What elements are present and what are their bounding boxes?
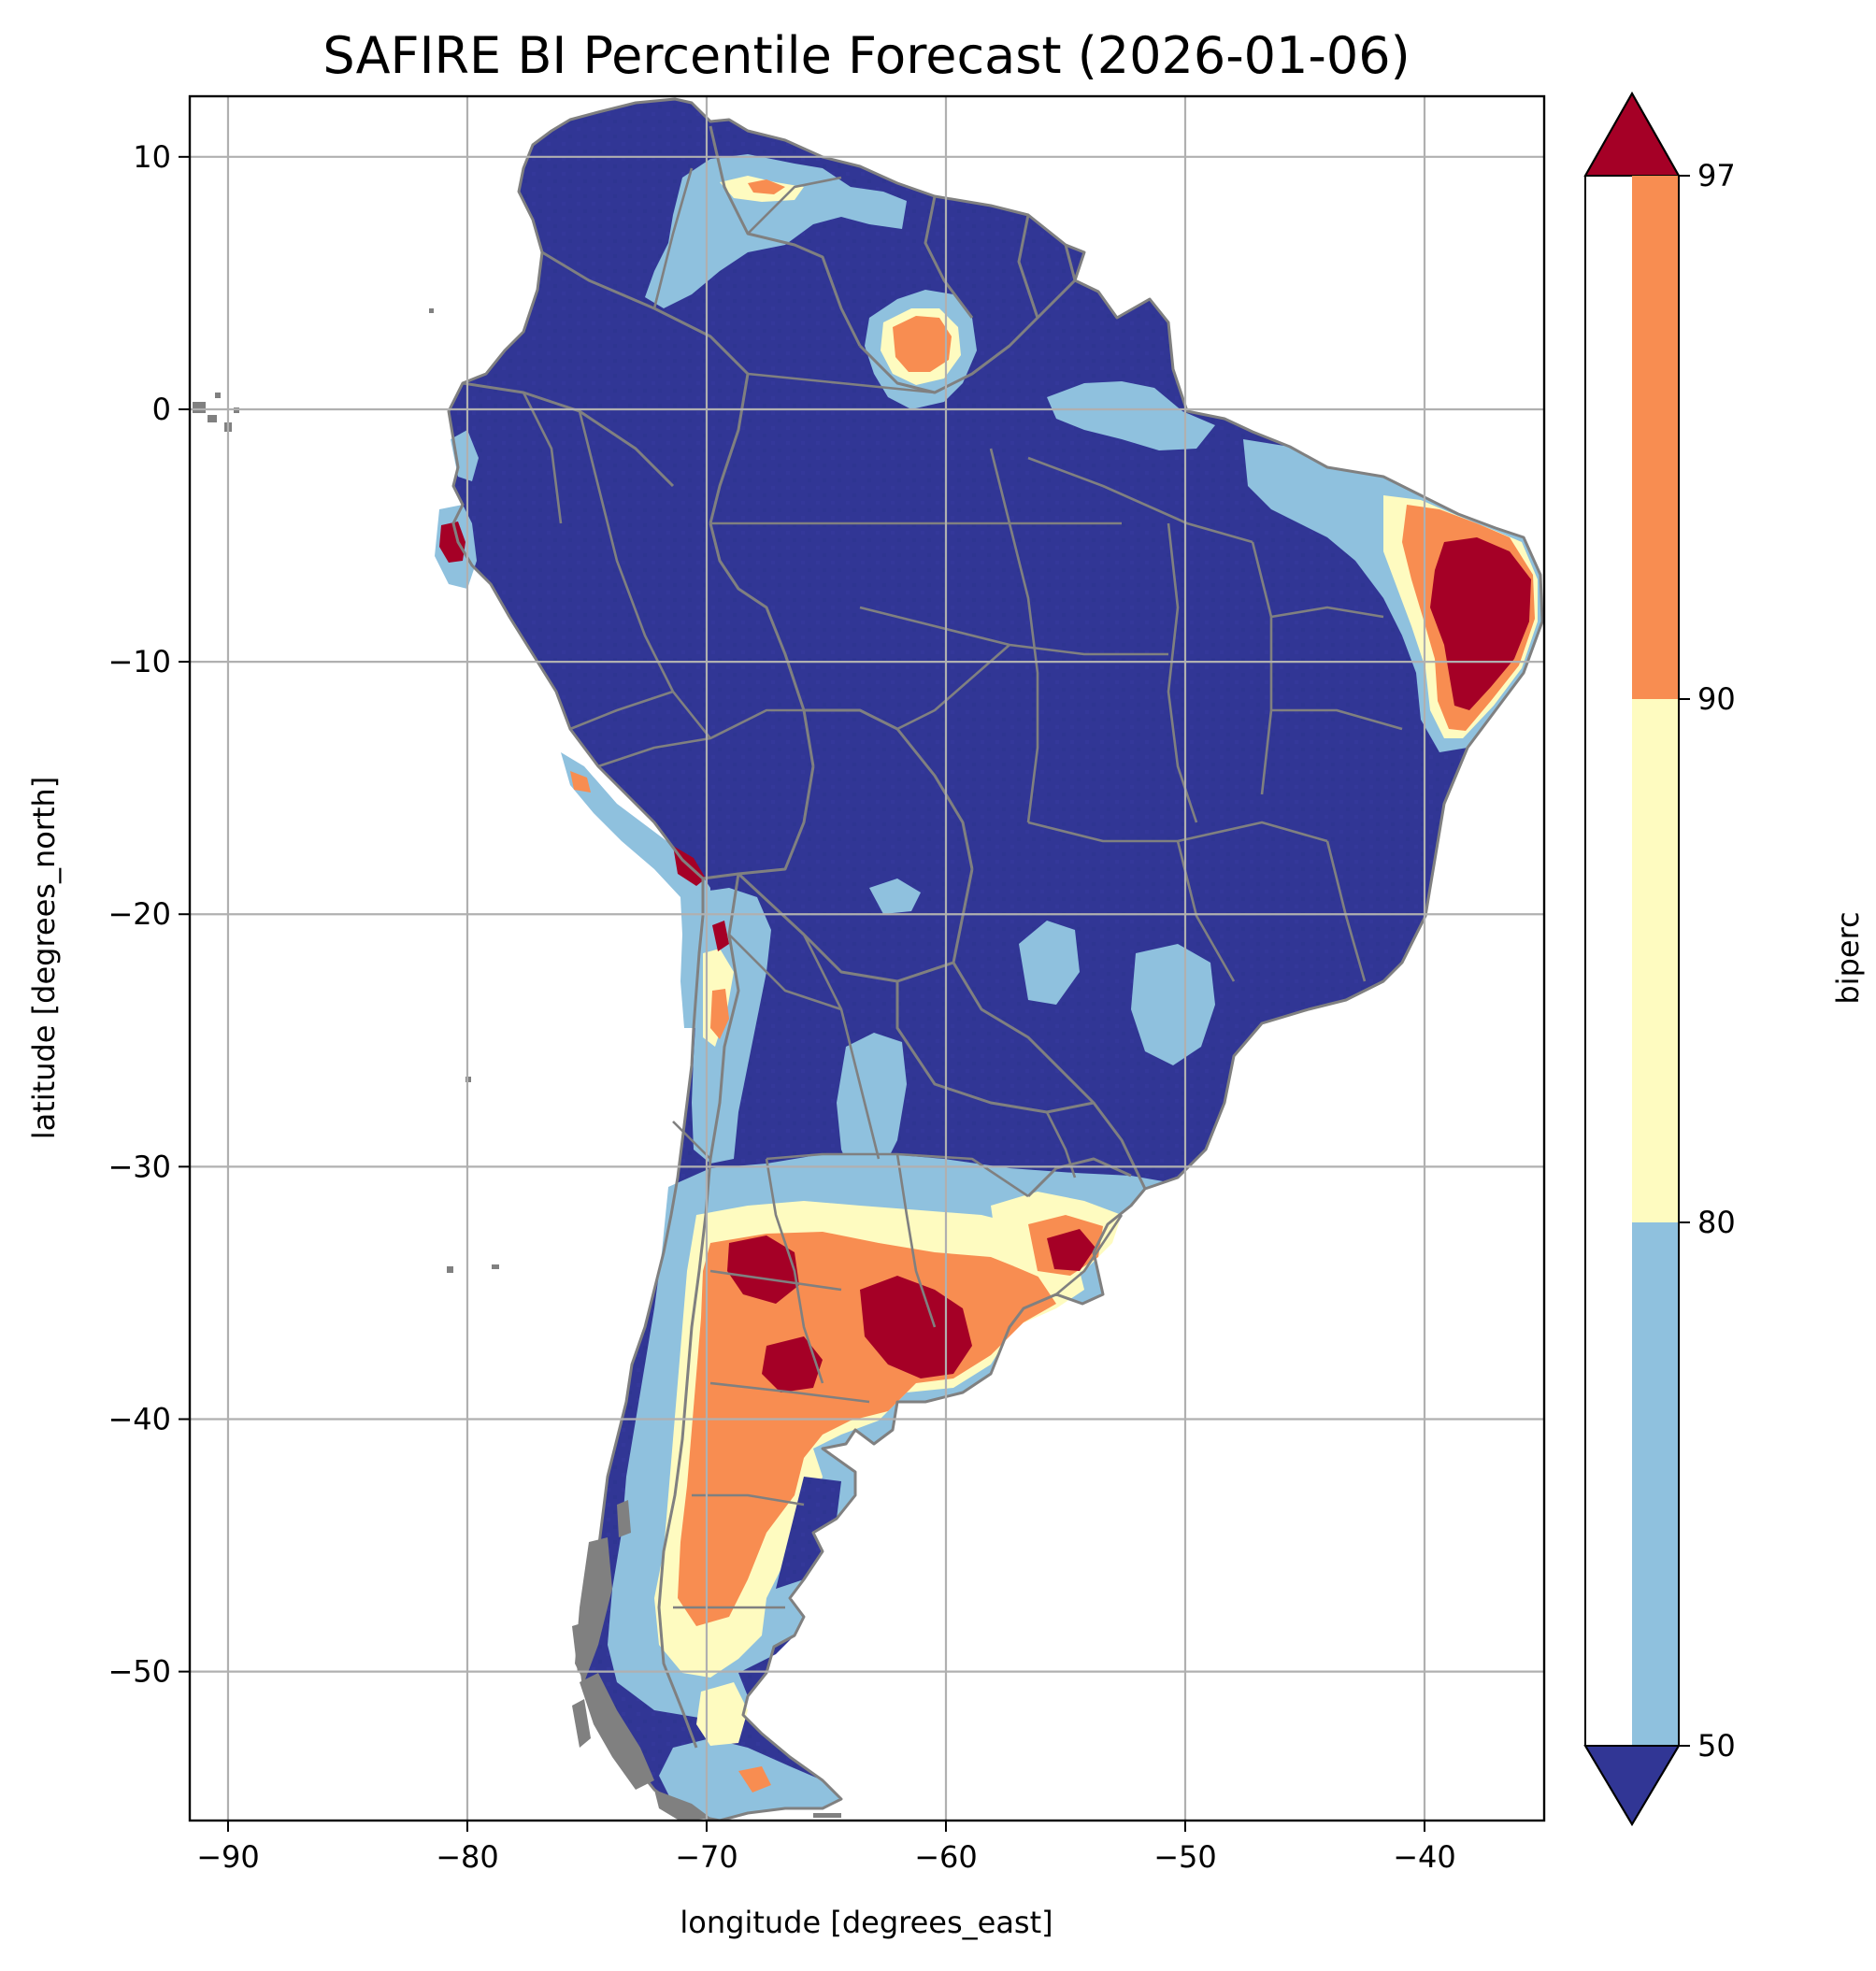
zone-parana-50-80: [1131, 944, 1215, 1065]
zone-chaco-50-80: [837, 1033, 907, 1182]
colorbar-extend-under: [1583, 1745, 1681, 1826]
x-tick-label: −70: [675, 1839, 738, 1875]
plot-frame: [188, 94, 1546, 1822]
y-tick-label: −30: [107, 1149, 171, 1184]
y-axis-label: latitude [degrees_north]: [26, 777, 62, 1140]
colorbar-tick-label: 80: [1697, 1205, 1736, 1240]
zone-pampas-over-97-west: [727, 1235, 799, 1304]
x-axis-label: longitude [degrees_east]: [680, 1905, 1053, 1940]
colorbar-label: biperc: [1830, 911, 1866, 1004]
x-tick-label: −40: [1393, 1839, 1456, 1875]
zone-bolivia-50-80: [869, 878, 921, 914]
x-axis-ticks: −90 −80 −70 −60 −50 −40: [196, 1821, 1456, 1875]
colorbar-band-50-80: [1632, 1222, 1679, 1746]
colorbar-band-90-97: [1632, 176, 1679, 699]
colorbar-tick-label: 50: [1697, 1728, 1736, 1764]
y-tick-label: −20: [107, 896, 171, 932]
state-borders: [522, 167, 1403, 1609]
colorbar: 50 80 90 97 biperc: [1583, 91, 1866, 1826]
x-tick-label: −80: [436, 1839, 499, 1875]
zone-patagonia-under-50: [776, 1477, 841, 1589]
colorbar-extend-over: [1583, 91, 1681, 177]
y-tick-label: −50: [107, 1654, 171, 1690]
x-tick-label: −90: [196, 1839, 260, 1875]
colorbar-tick-label: 97: [1697, 158, 1736, 193]
y-tick-label: 10: [133, 139, 171, 175]
zone-amapa-coast-50-80: [1047, 381, 1215, 450]
map-layer: [190, 96, 1544, 1821]
y-tick-label: −10: [107, 644, 171, 679]
zone-peru-coast-orange: [570, 771, 591, 793]
colorbar-band-80-90: [1632, 699, 1679, 1222]
x-tick-label: −50: [1153, 1839, 1217, 1875]
zone-paraguay-50-80: [1019, 921, 1080, 1005]
zone-tierra-del-fuego-90-97: [738, 1766, 771, 1792]
zone-south-coast-under-50: [738, 1635, 795, 1696]
chart-title: SAFIRE BI Percentile Forecast (2026-01-0…: [322, 26, 1410, 85]
zone-llanos-50-80: [645, 154, 907, 308]
chilean-archipelago: [572, 1500, 710, 1821]
zone-andes-north-hot: [712, 921, 729, 951]
x-tick-label: −60: [914, 1839, 978, 1875]
y-axis-ticks: 10 0 −10 −20 −30 −40 −50: [107, 139, 190, 1690]
y-tick-label: −40: [107, 1401, 171, 1436]
zone-roraima-90-97: [893, 316, 952, 372]
colorbar-ticks: 50 80 90 97: [1679, 158, 1736, 1764]
y-tick-label: 0: [152, 392, 171, 427]
zone-ne-brazil-over-97: [1430, 537, 1531, 710]
zone-tierra-del-fuego-80-90: [696, 1682, 748, 1746]
zone-llanos-90-97: [748, 179, 785, 194]
zone-peru-coast-over-97: [439, 521, 465, 563]
zone-andes-north-90-97: [710, 989, 729, 1039]
zone-uruguay-over-97: [1047, 1229, 1096, 1271]
zone-pampas-over-97-east: [860, 1276, 972, 1378]
zone-pampas-over-97-south: [762, 1336, 823, 1393]
gridlines: [190, 96, 1544, 1821]
colorbar-tick-label: 90: [1697, 681, 1736, 717]
